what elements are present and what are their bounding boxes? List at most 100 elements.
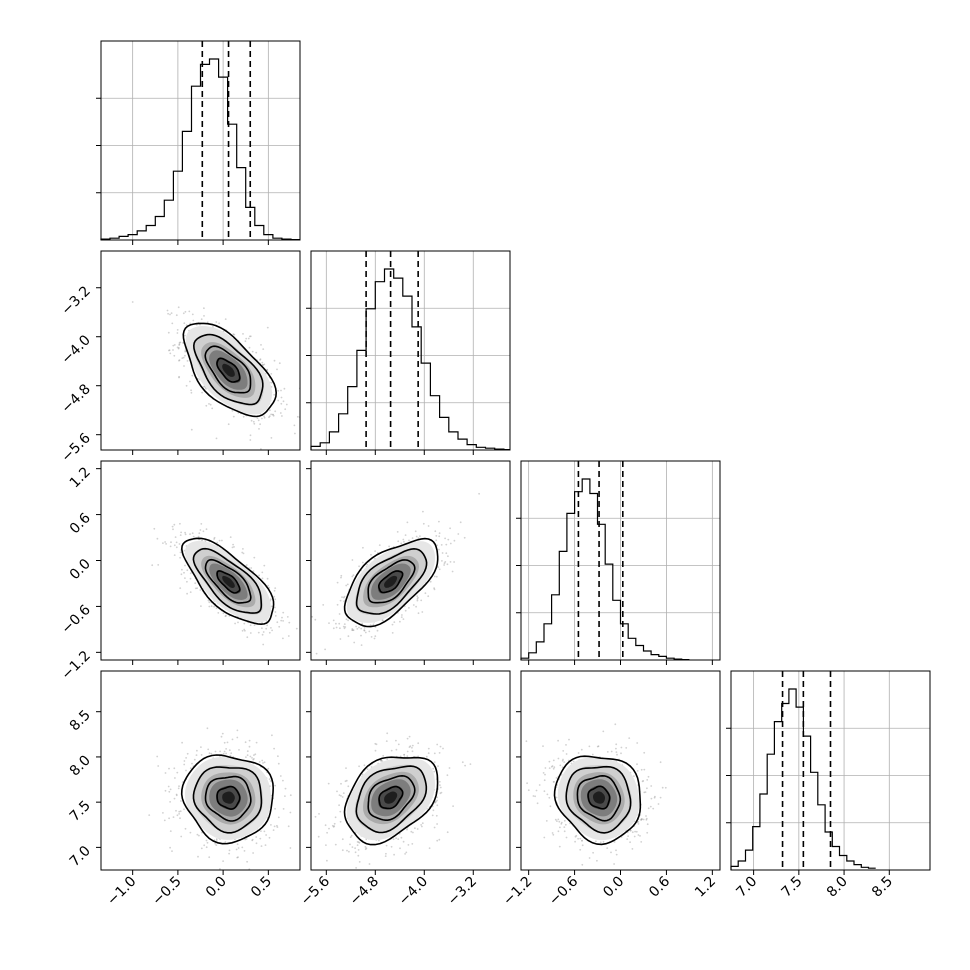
contour-2 [192, 333, 264, 406]
sample-point [562, 750, 565, 752]
sample-point [203, 315, 205, 317]
hist-panel-2 [516, 460, 721, 665]
sample-point [404, 853, 406, 855]
sample-point [390, 845, 393, 848]
sample-point [270, 381, 273, 384]
sample-point [336, 581, 339, 584]
sample-point [184, 354, 186, 357]
sample-point [562, 758, 564, 761]
sample-point [274, 410, 277, 413]
sample-point [282, 637, 284, 640]
sample-point [203, 385, 205, 388]
sample-point [411, 537, 414, 539]
sample-point [244, 340, 247, 343]
sample-point [615, 743, 618, 746]
sample-point [374, 742, 377, 745]
sample-point [343, 600, 345, 603]
sample-point [194, 587, 197, 590]
sample-point [437, 765, 439, 767]
sample-point [353, 641, 356, 644]
sample-point [233, 333, 236, 336]
sample-point [636, 770, 639, 772]
sample-point [284, 795, 286, 797]
sample-point [262, 631, 265, 633]
sample-point [282, 808, 285, 810]
histogram-1 [310, 268, 510, 451]
sample-point [242, 415, 245, 418]
sample-point [548, 767, 551, 769]
sample-point [217, 612, 220, 614]
panel-content [311, 492, 480, 655]
sample-point [171, 525, 174, 528]
sample-point [437, 566, 440, 569]
sample-point [409, 745, 412, 748]
contour-1 [367, 559, 416, 604]
sample-point [295, 627, 298, 630]
sample-point [261, 363, 264, 366]
panel-frame [100, 670, 301, 871]
sample-point [178, 785, 180, 788]
sample-point [558, 845, 561, 848]
sample-point [185, 324, 188, 327]
sample-point [268, 416, 270, 419]
sample-point [375, 743, 378, 746]
sample-point [388, 545, 390, 548]
sample-point [184, 577, 186, 579]
sample-point [420, 824, 422, 826]
sample-point [373, 637, 376, 640]
sample-point [183, 549, 186, 552]
sample-point [440, 544, 443, 546]
sample-point [559, 764, 562, 767]
sample-point [436, 823, 438, 825]
sample-point [414, 827, 416, 830]
sample-point [406, 755, 409, 758]
sample-point [361, 773, 364, 776]
sample-point [265, 627, 268, 630]
sample-point [436, 804, 439, 807]
panel-content [525, 723, 667, 866]
sample-point [339, 638, 342, 640]
sample-point [170, 312, 173, 314]
sample-point [173, 797, 176, 800]
sample-point [344, 780, 347, 783]
sample-point [206, 841, 209, 844]
sample-point [261, 361, 264, 364]
sample-point [403, 754, 405, 756]
sample-point [168, 817, 171, 820]
sample-point [172, 344, 175, 347]
sample-point [171, 850, 173, 852]
sample-point [449, 542, 452, 545]
sample-point [438, 752, 441, 754]
sample-point [263, 761, 266, 764]
sample-point [324, 824, 327, 827]
sample-point [436, 799, 438, 802]
sample-point [235, 848, 238, 851]
sample-point [241, 551, 244, 554]
histogram-0 [100, 58, 300, 241]
sample-point [170, 541, 172, 544]
sample-point [435, 814, 438, 817]
sample-point [175, 809, 177, 812]
sample-point [406, 828, 408, 831]
sample-point [192, 535, 195, 538]
contour-0 [216, 785, 241, 810]
sample-point [317, 835, 320, 838]
sample-point [222, 612, 225, 615]
sample-point [196, 833, 199, 836]
sample-point [249, 624, 252, 627]
sample-point [380, 759, 382, 762]
sample-point [260, 448, 262, 450]
sample-point [241, 629, 244, 632]
sample-point [263, 415, 265, 418]
sample-point [449, 561, 452, 563]
sample-point [281, 415, 283, 417]
sample-point [412, 831, 414, 834]
sample-point [425, 755, 428, 758]
sample-point [269, 409, 271, 412]
sample-point [363, 626, 366, 629]
sample-point [411, 744, 414, 747]
sample-point [168, 767, 170, 770]
panel-content [151, 522, 298, 646]
sample-point [278, 362, 281, 365]
sample-point [438, 568, 441, 571]
